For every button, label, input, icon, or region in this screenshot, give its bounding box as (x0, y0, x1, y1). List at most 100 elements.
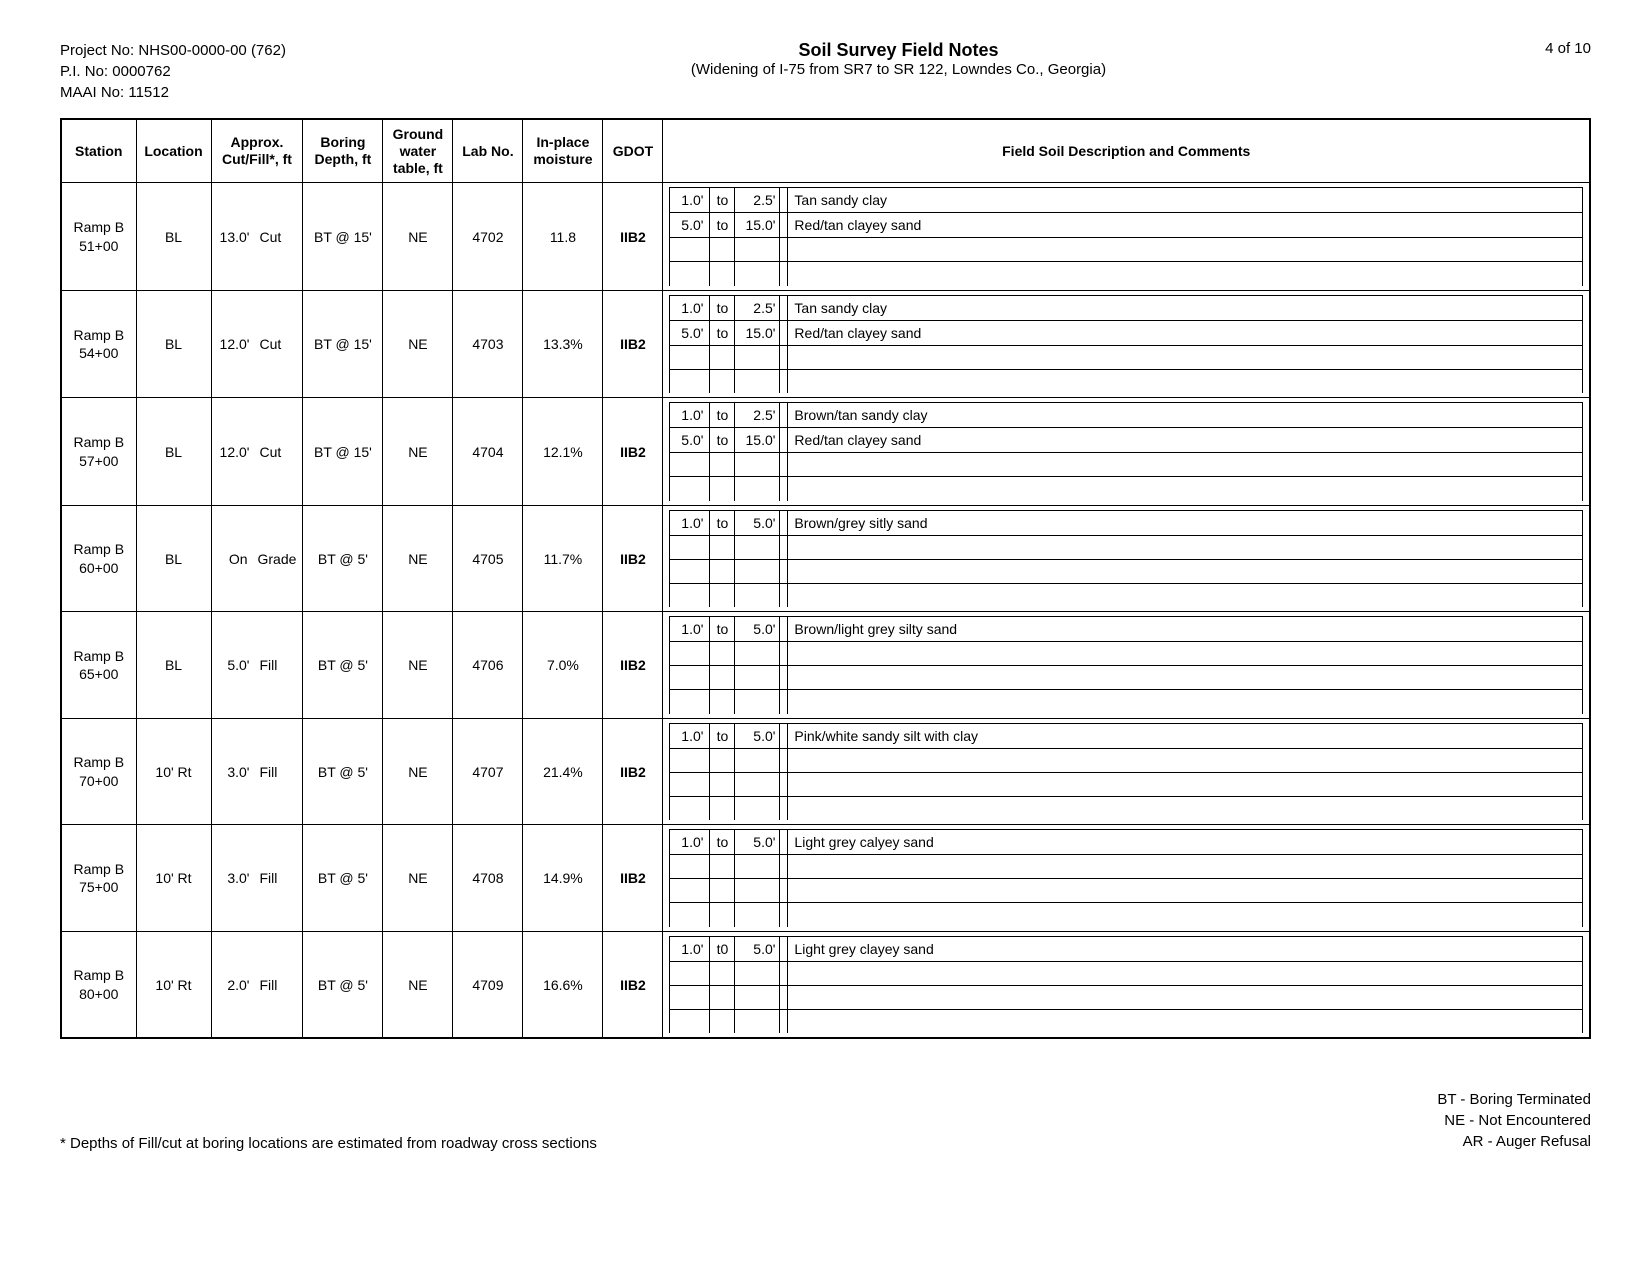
desc-cell: 1.0'to5.0'Pink/white sandy silt with cla… (663, 718, 1590, 825)
layer-to: 5.0' (735, 830, 780, 855)
layer-to-label: to (710, 428, 735, 453)
layer-from: 1.0' (670, 188, 710, 213)
gdot-cell: IIB2 (603, 505, 663, 612)
station-cell: Ramp B 57+00 (61, 398, 136, 506)
layer-to (735, 642, 780, 666)
table-row: Ramp B 51+00BL13.0'CutBT @ 15'NE470211.8… (61, 183, 1590, 291)
layer-from (670, 1009, 710, 1033)
layer-to (735, 453, 780, 477)
col-boring: Boring Depth, ft (303, 119, 383, 183)
header-center: Soil Survey Field Notes (Widening of I-7… (286, 40, 1511, 78)
cutfill-value: 3.0' (219, 870, 249, 886)
layer-sep (780, 690, 788, 714)
layer-to-label: to (710, 510, 735, 535)
gwt-cell: NE (383, 505, 453, 612)
layer-to-label (710, 879, 735, 903)
layer-to: 15.0' (735, 428, 780, 453)
layer-from (670, 345, 710, 369)
cutfill-type: Cut (259, 336, 294, 352)
table-row: Ramp B 70+0010' Rt3.0'FillBT @ 5'NE47072… (61, 718, 1590, 825)
station-cell: Ramp B 70+00 (61, 718, 136, 825)
layer-to-label: to (710, 723, 735, 748)
layer-from (670, 477, 710, 501)
layer-sep (780, 617, 788, 642)
desc-cell: 1.0'to5.0'Light grey calyey sand (663, 825, 1590, 932)
layer-text (788, 535, 1583, 559)
gdot-cell: IIB2 (603, 290, 663, 398)
moisture-cell: 21.4% (523, 718, 603, 825)
layer-sep (780, 796, 788, 820)
layer-text (788, 642, 1583, 666)
layer-to (735, 477, 780, 501)
page-title: Soil Survey Field Notes (286, 40, 1511, 61)
lab-cell: 4708 (453, 825, 523, 932)
cutfill-value: 12.0' (219, 336, 249, 352)
layer-sep (780, 723, 788, 748)
layer-from: 1.0' (670, 936, 710, 961)
layer-to-label (710, 345, 735, 369)
layer-sep (780, 369, 788, 393)
layer-sep (780, 295, 788, 320)
lab-cell: 4703 (453, 290, 523, 398)
layer-to-label (710, 238, 735, 262)
layer-sep (780, 903, 788, 927)
layer-text (788, 748, 1583, 772)
moisture-cell: 13.3% (523, 290, 603, 398)
cutfill-value: 3.0' (219, 764, 249, 780)
layer-sep (780, 583, 788, 607)
layer-to (735, 369, 780, 393)
layer-to-label (710, 535, 735, 559)
gwt-cell: NE (383, 825, 453, 932)
desc-cell: 1.0'to2.5'Tan sandy clay5.0'to15.0'Red/t… (663, 183, 1590, 291)
layer-to (735, 748, 780, 772)
layer-text (788, 583, 1583, 607)
gwt-cell: NE (383, 183, 453, 291)
header-left: Project No: NHS00-0000-00 (762) P.I. No:… (60, 40, 286, 103)
table-row: Ramp B 80+0010' Rt2.0'FillBT @ 5'NE47091… (61, 931, 1590, 1038)
layer-text (788, 855, 1583, 879)
lab-cell: 4707 (453, 718, 523, 825)
layer-to-label (710, 642, 735, 666)
location-cell: 10' Rt (136, 931, 211, 1038)
layer-sep (780, 453, 788, 477)
layer-from: 1.0' (670, 723, 710, 748)
location-cell: BL (136, 505, 211, 612)
layer-to-label: to (710, 188, 735, 213)
layer-sep (780, 477, 788, 501)
layer-to-label (710, 583, 735, 607)
project-no: NHS00-0000-00 (762) (138, 42, 286, 59)
layer-text (788, 690, 1583, 714)
moisture-cell: 12.1% (523, 398, 603, 506)
cutfill-type: Fill (259, 870, 294, 886)
pi-no: 0000762 (112, 63, 170, 80)
layer-to-label (710, 796, 735, 820)
lab-cell: 4702 (453, 183, 523, 291)
station-cell: Ramp B 65+00 (61, 612, 136, 719)
cutfill-type: Fill (259, 977, 294, 993)
layer-to-label: to (710, 830, 735, 855)
boring-cell: BT @ 15' (303, 290, 383, 398)
cutfill-cell: 12.0' Cut (211, 290, 303, 398)
cutfill-value: 2.0' (219, 977, 249, 993)
gwt-cell: NE (383, 718, 453, 825)
gwt-cell: NE (383, 290, 453, 398)
layer-to: 15.0' (735, 213, 780, 238)
layer-to: 5.0' (735, 510, 780, 535)
footer-legend: BT - Boring Terminated NE - Not Encounte… (1437, 1089, 1591, 1152)
cutfill-type: Grade (258, 551, 297, 567)
location-cell: 10' Rt (136, 825, 211, 932)
page-number: 4 of 10 (1511, 40, 1591, 57)
layer-to-label (710, 690, 735, 714)
cutfill-type: Fill (259, 764, 294, 780)
gwt-cell: NE (383, 612, 453, 719)
layer-from (670, 453, 710, 477)
layer-sep (780, 748, 788, 772)
layer-text: Brown/grey sitly sand (788, 510, 1583, 535)
layer-to (735, 690, 780, 714)
layer-text: Tan sandy clay (788, 188, 1583, 213)
table-row: Ramp B 60+00BLOnGradeBT @ 5'NE470511.7%I… (61, 505, 1590, 612)
layer-text (788, 796, 1583, 820)
boring-cell: BT @ 5' (303, 931, 383, 1038)
table-row: Ramp B 54+00BL12.0'CutBT @ 15'NE470313.3… (61, 290, 1590, 398)
layer-to: 2.5' (735, 403, 780, 428)
